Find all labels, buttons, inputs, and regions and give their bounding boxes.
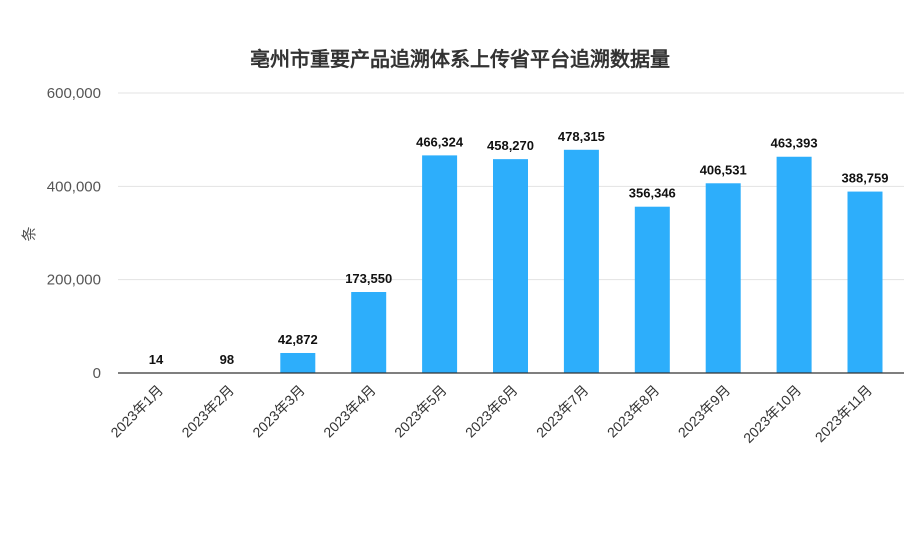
bar (280, 352, 316, 373)
x-axis-ticks: 2023年1月 2023年2月 2023年3月 2023年4月 2023年5月 2023年… (107, 382, 875, 446)
bar (776, 156, 812, 373)
y-axis-ticks: 0 200,000 400,000 600,000 (47, 85, 101, 382)
y-tick-label: 600,000 (47, 85, 101, 102)
x-tick-label: 2023年11月 (812, 382, 875, 445)
y-tick-label: 200,000 (47, 272, 101, 289)
x-tick-label: 2023年10月 (740, 382, 804, 446)
data-label: 173,550 (345, 271, 392, 286)
x-tick-label: 2023年5月 (391, 382, 450, 441)
bar (634, 206, 670, 373)
bar (705, 183, 741, 373)
bar (422, 155, 458, 373)
x-tick-label: 2023年8月 (604, 382, 663, 441)
x-tick-label: 2023年1月 (107, 382, 166, 441)
x-tick-label: 2023年4月 (320, 382, 379, 441)
data-label: 98 (220, 352, 234, 367)
x-tick-label: 2023年2月 (178, 382, 237, 441)
x-tick-label: 2023年7月 (533, 382, 592, 441)
bars (280, 149, 883, 373)
data-label: 463,393 (771, 136, 818, 151)
x-tick-label: 2023年9月 (675, 382, 734, 441)
bar (847, 191, 883, 373)
bar (351, 292, 387, 373)
x-tick-label: 2023年3月 (249, 382, 308, 441)
data-label: 388,759 (842, 171, 889, 186)
y-axis-label: 条 (20, 226, 38, 241)
chart-title: 亳州市重要产品追溯体系上传省平台追溯数据量 (250, 47, 670, 71)
y-tick-label: 0 (93, 365, 101, 382)
data-label: 42,872 (278, 332, 318, 347)
data-label: 458,270 (487, 138, 534, 153)
data-label: 14 (149, 352, 164, 367)
data-labels: 14 98 42,872 173,550 466,324 458,270 478,315 35… (149, 129, 889, 367)
bar (493, 159, 528, 373)
data-label: 406,531 (700, 162, 747, 177)
bar (563, 149, 599, 373)
y-tick-label: 400,000 (47, 178, 101, 195)
data-label: 356,346 (629, 186, 676, 201)
x-tick-label: 2023年6月 (462, 382, 521, 441)
data-label: 478,315 (558, 129, 605, 144)
data-label: 466,324 (416, 134, 464, 149)
